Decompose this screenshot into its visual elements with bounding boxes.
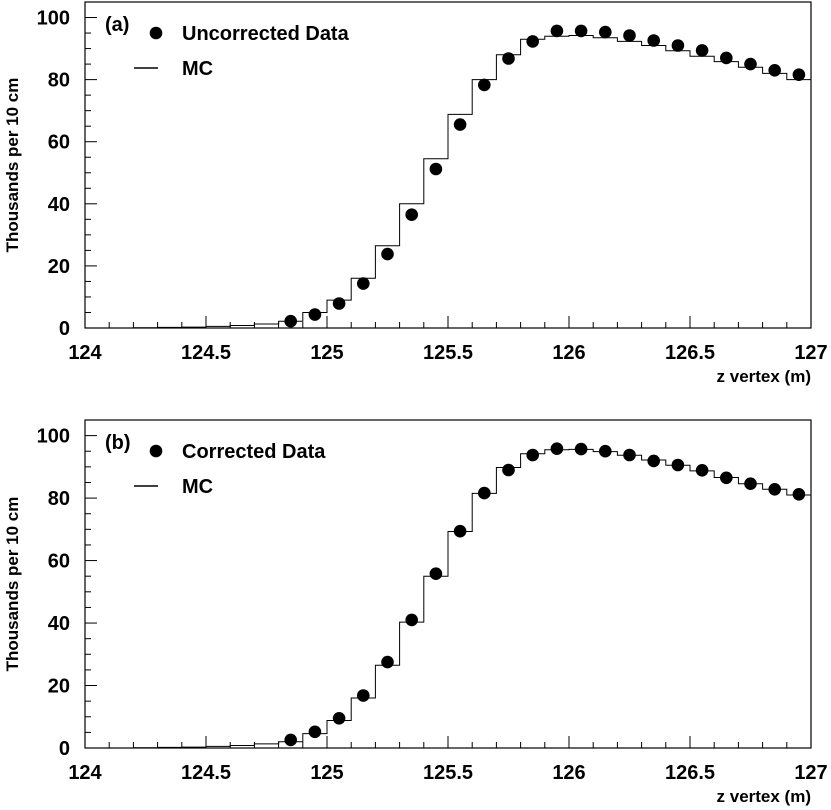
y-tick-label: 100: [37, 426, 70, 448]
mc-histogram-line: [133, 448, 811, 749]
data-point: [792, 68, 806, 81]
y-tick-label: 60: [48, 551, 70, 573]
data-point: [647, 454, 660, 468]
data-point: [720, 51, 733, 65]
data-point: [647, 34, 660, 47]
y-tick-label: 80: [48, 70, 70, 92]
data-point: [429, 162, 443, 176]
y-tick-label: 100: [37, 8, 70, 30]
data-point: [695, 464, 709, 477]
data-point: [381, 655, 394, 669]
y-axis-title: Thousands per 10 cm: [3, 497, 22, 672]
x-tick-label: 125.5: [423, 342, 473, 364]
data-point: [526, 448, 539, 462]
data-point: [405, 208, 419, 221]
data-point: [792, 488, 806, 501]
y-tick-label: 20: [48, 256, 70, 278]
data-point: [453, 118, 467, 131]
x-tick-label: 126: [552, 342, 585, 364]
data-point: [357, 689, 370, 702]
x-tick-label: 125.5: [423, 762, 473, 784]
data-point: [671, 458, 685, 472]
data-point: [357, 277, 370, 290]
data-point: [478, 486, 491, 500]
data-point: [768, 483, 781, 496]
y-tick-label: 60: [48, 132, 70, 154]
data-point: [720, 471, 733, 485]
x-tick-label: 124: [68, 762, 102, 784]
data-point: [599, 444, 612, 458]
x-tick-label: 124.5: [181, 342, 231, 364]
data-point: [526, 35, 539, 48]
x-tick-label: 125: [310, 342, 343, 364]
x-tick-label: 124.5: [181, 762, 231, 784]
legend-data-marker: [149, 444, 163, 458]
data-point: [502, 52, 515, 65]
data-point: [332, 297, 346, 310]
y-tick-label: 80: [48, 488, 70, 510]
y-axis-title: Thousands per 10 cm: [3, 78, 22, 253]
legend-data-marker: [149, 26, 163, 40]
legend-mc-label: MC: [182, 58, 213, 80]
panel-label: (a): [105, 14, 129, 36]
data-point: [695, 44, 709, 57]
data-point: [623, 448, 636, 462]
y-tick-label: 40: [48, 194, 70, 216]
x-tick-label: 127: [794, 342, 827, 364]
y-tick-label: 20: [48, 676, 70, 698]
data-point: [381, 247, 394, 261]
data-point: [599, 25, 612, 39]
data-point: [550, 442, 564, 456]
x-axis-title: z vertex (m): [717, 787, 811, 806]
data-point: [453, 524, 467, 538]
x-axis-title: z vertex (m): [717, 367, 811, 386]
legend-data-label: Corrected Data: [182, 441, 326, 463]
data-point: [623, 29, 636, 42]
data-point: [744, 57, 757, 71]
x-tick-label: 126.5: [665, 342, 715, 364]
data-point: [308, 308, 322, 321]
panel-label: (b): [105, 432, 131, 454]
data-point: [768, 64, 781, 77]
data-point: [550, 24, 564, 38]
data-point: [574, 24, 588, 38]
data-point: [478, 78, 491, 92]
legend-mc-label: MC: [182, 476, 213, 498]
legend-data-label: Uncorrected Data: [182, 23, 350, 45]
data-point: [744, 477, 757, 491]
data-point: [574, 442, 588, 456]
y-tick-label: 0: [59, 738, 70, 760]
data-point: [405, 613, 419, 627]
y-tick-label: 0: [59, 318, 70, 340]
x-tick-label: 125: [310, 762, 343, 784]
x-tick-label: 126: [552, 762, 585, 784]
x-tick-label: 127: [794, 762, 827, 784]
data-point: [284, 733, 298, 747]
data-point: [284, 314, 298, 328]
x-tick-label: 124: [68, 342, 102, 364]
x-tick-label: 126.5: [665, 762, 715, 784]
data-point: [332, 712, 346, 725]
data-point: [308, 725, 322, 739]
data-point: [502, 463, 515, 477]
y-tick-label: 40: [48, 613, 70, 635]
data-point: [671, 39, 685, 52]
mc-histogram-line: [133, 35, 811, 329]
data-point: [429, 567, 443, 580]
